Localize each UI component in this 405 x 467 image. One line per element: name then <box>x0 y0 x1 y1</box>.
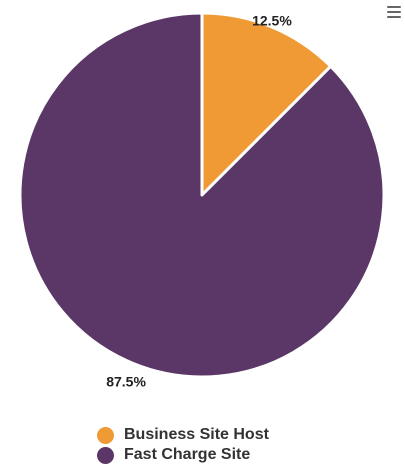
pie-slice-fast-charge-site[interactable] <box>18 11 386 379</box>
menu-line <box>387 16 401 18</box>
legend: Business Site Host Fast Charge Site <box>97 425 337 465</box>
pie-slice-business-site-host[interactable] <box>200 11 333 197</box>
legend-marker-icon <box>97 426 114 444</box>
legend-item-fast-charge-site[interactable]: Fast Charge Site <box>97 445 337 465</box>
legend-label: Business Site Host <box>124 426 269 443</box>
menu-line <box>387 11 401 13</box>
legend-marker-icon <box>97 446 114 464</box>
hamburger-menu-icon[interactable] <box>386 4 402 20</box>
legend-label: Fast Charge Site <box>124 446 251 463</box>
legend-item-business-site-host[interactable]: Business Site Host <box>97 425 337 445</box>
menu-line <box>387 6 401 8</box>
data-label-business-site-host: 12.5% <box>252 12 292 28</box>
data-label-fast-charge-site: 87.5% <box>106 374 146 390</box>
pie-chart: 12.5% 87.5% <box>18 11 386 390</box>
